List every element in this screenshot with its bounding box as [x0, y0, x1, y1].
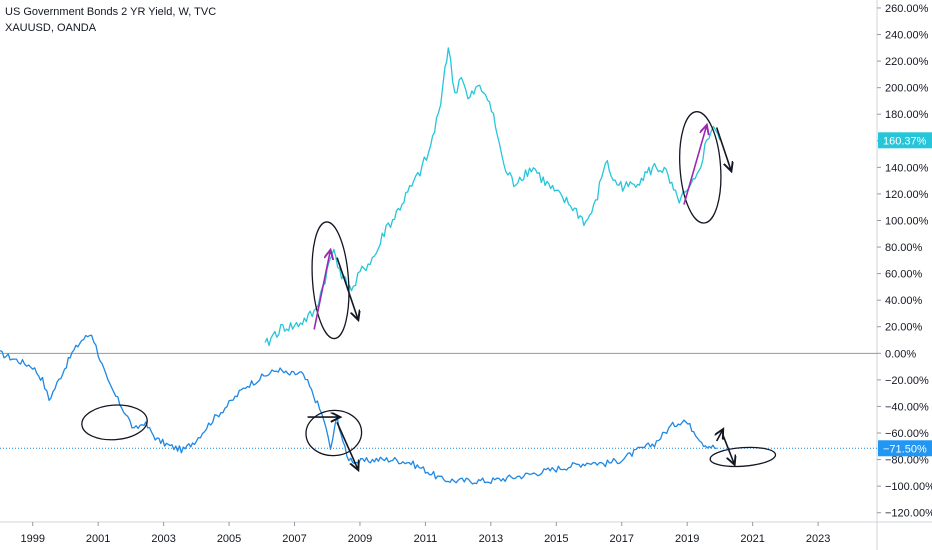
gold-series-line — [264, 47, 721, 347]
y-tick-label: 240.00% — [885, 30, 929, 42]
y-tick-label: −80.00% — [885, 455, 929, 467]
x-tick-label: 2021 — [740, 533, 764, 545]
black-trend-arrow — [722, 435, 734, 465]
gold-price-tag: 160.37% — [878, 132, 932, 149]
x-tick-label: 2015 — [544, 533, 568, 545]
y-tick-label: 180.00% — [885, 109, 929, 121]
price-tag-box — [878, 440, 932, 457]
purple-trend-arrow — [313, 250, 330, 330]
price-tag-label: −71.50% — [883, 443, 927, 455]
x-tick-label: 2019 — [675, 533, 699, 545]
black-trend-arrow — [717, 429, 724, 442]
y-tick-label: 40.00% — [885, 295, 923, 307]
price-tag-box — [878, 132, 932, 149]
x-tick-label: 2011 — [414, 533, 438, 545]
y-tick-label: 120.00% — [885, 189, 929, 201]
black-trend-arrow — [336, 257, 358, 320]
y-tick-label: −120.00% — [885, 508, 932, 520]
y-tick-label: 80.00% — [885, 242, 923, 254]
hand-drawn-circle — [679, 111, 722, 224]
y-tick-label: 200.00% — [885, 83, 929, 95]
price-tag-label: 160.37% — [883, 135, 927, 147]
hand-drawn-circle — [709, 446, 777, 468]
x-tick-label: 2003 — [151, 533, 175, 545]
black-trend-arrow — [715, 127, 732, 172]
x-tick-label: 2009 — [348, 533, 372, 545]
y-tick-label: 140.00% — [885, 162, 929, 174]
x-tick-label: 2013 — [479, 533, 503, 545]
purple-trend-arrow — [683, 125, 707, 205]
x-tick-label: 2001 — [86, 533, 110, 545]
x-tick-label: 2005 — [217, 533, 241, 545]
hand-drawn-circle — [311, 221, 350, 340]
y-tick-label: 220.00% — [885, 56, 929, 68]
bond-yield-series-line — [0, 334, 717, 485]
y-tick-label: −40.00% — [885, 401, 929, 413]
y-tick-label: 260.00% — [885, 3, 929, 15]
x-tick-label: 2023 — [806, 533, 830, 545]
y-tick-label: −60.00% — [885, 428, 929, 440]
hand-drawn-circle — [81, 404, 148, 441]
black-trend-arrow — [336, 422, 358, 470]
legend-gold-series[interactable]: XAUUSD, OANDA — [5, 22, 97, 34]
x-tick-label: 2007 — [282, 533, 306, 545]
x-tick-label: 2017 — [610, 533, 634, 545]
bond-price-tag: −71.50% — [878, 440, 932, 457]
legend-bond-series[interactable]: US Government Bonds 2 YR Yield, W, TVC — [5, 6, 217, 18]
y-tick-label: 100.00% — [885, 215, 929, 227]
hand-drawn-circle — [305, 409, 363, 457]
x-tick-label: 1999 — [20, 533, 44, 545]
y-tick-label: −100.00% — [885, 481, 932, 493]
y-tick-label: 20.00% — [885, 322, 923, 334]
y-tick-label: −20.00% — [885, 375, 929, 387]
y-tick-label: 0.00% — [885, 348, 916, 360]
y-tick-label: 60.00% — [885, 269, 923, 281]
